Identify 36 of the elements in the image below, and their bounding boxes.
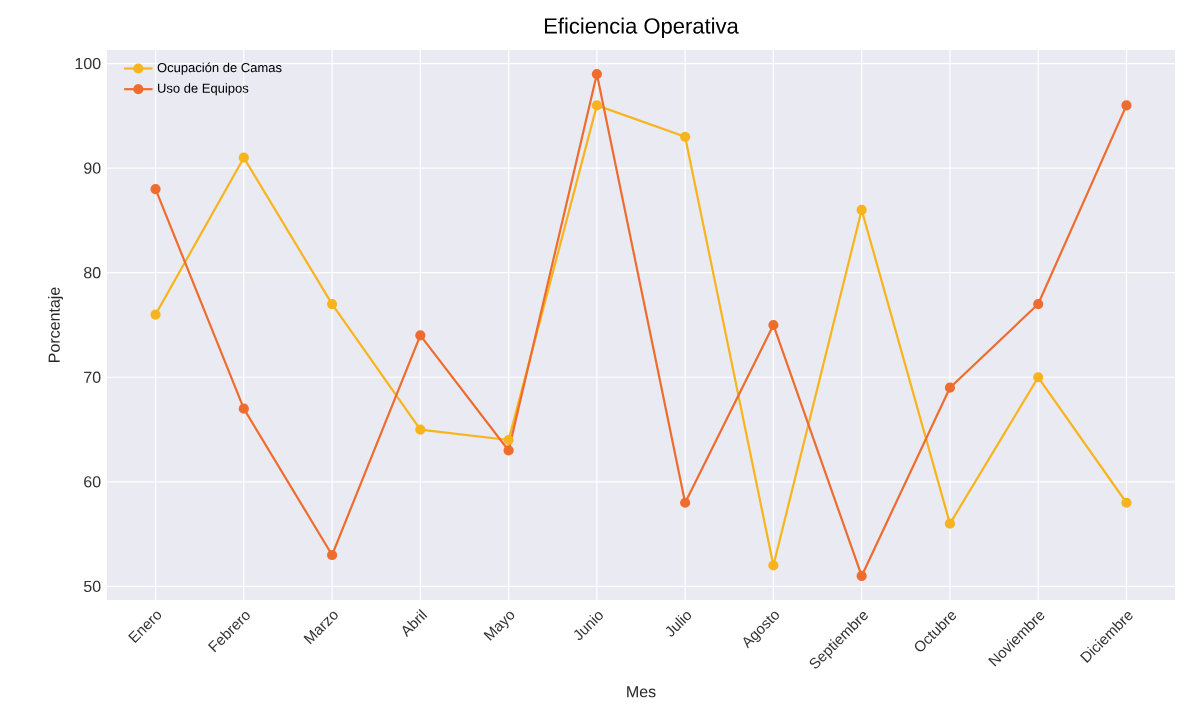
point — [1121, 497, 1132, 508]
point — [680, 497, 691, 508]
point — [1033, 298, 1044, 310]
y-tick-label: 70 — [84, 371, 101, 383]
point — [238, 152, 249, 163]
point — [326, 549, 338, 561]
point — [591, 100, 602, 111]
y-tick-label: 50 — [83, 580, 101, 593]
point — [591, 68, 602, 80]
point — [1121, 100, 1132, 111]
y-tick-label: 100 — [75, 57, 101, 70]
point — [238, 403, 249, 414]
point — [150, 183, 161, 195]
point — [1033, 372, 1044, 383]
y-axis-title: Porcentaje — [48, 287, 63, 362]
point — [856, 570, 867, 582]
point — [680, 131, 691, 142]
point — [944, 382, 956, 393]
x-axis-title: Mes — [627, 686, 656, 698]
y-tick-label: 90 — [84, 162, 101, 174]
chart-title: Eficiencia Operativa — [544, 17, 739, 39]
point — [944, 518, 956, 529]
point — [415, 330, 426, 341]
point — [768, 560, 779, 571]
point — [415, 424, 426, 435]
y-tick-label: 80 — [84, 267, 101, 279]
legend-label: Uso de Equipos — [158, 83, 249, 96]
x-tick-label: Julio — [665, 612, 692, 637]
point — [326, 298, 338, 310]
point — [503, 445, 514, 456]
y-tick-label: 60 — [84, 476, 101, 488]
point — [768, 319, 779, 331]
point — [503, 434, 514, 446]
point — [150, 309, 161, 320]
point — [856, 204, 867, 216]
legend-label: Ocupación de Camas — [157, 62, 282, 75]
